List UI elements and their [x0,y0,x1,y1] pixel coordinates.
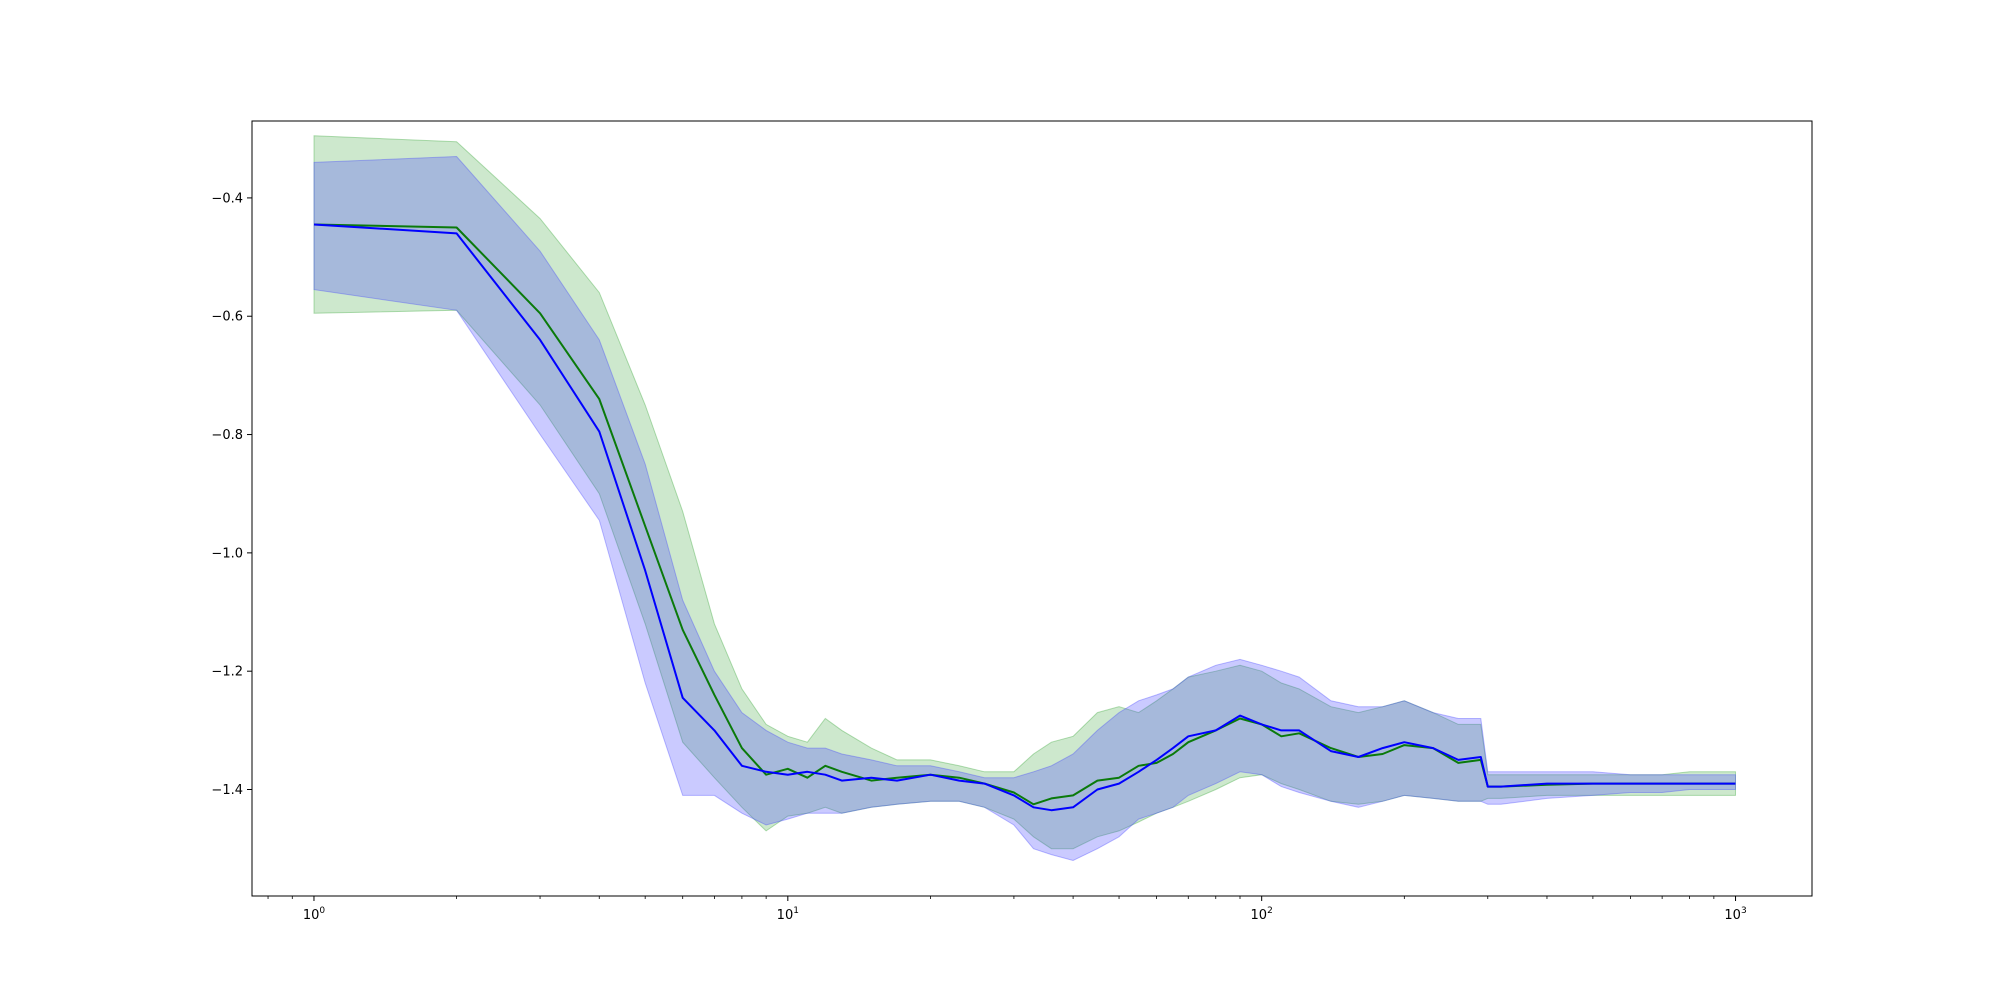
y-tick-label: −0.4 [211,191,243,206]
x-tick-exponent: 1 [793,906,799,916]
y-tick-label: −1.0 [211,546,243,561]
x-tick-exponent: 3 [1741,906,1747,916]
series-2-line [313,223,1736,812]
y-tick-label: −0.8 [211,428,243,443]
plot-frame [251,120,1813,897]
series-lines [313,223,1736,812]
series-2-band [313,155,1736,862]
y-tick-label: −1.2 [211,665,243,680]
y-tick-label: −0.6 [211,310,243,325]
y-axis: −0.4 −0.6 −0.8 −1.0 −1.2 −1.4 [211,191,252,798]
confidence-bands [313,135,1736,862]
x-tick-exponent: 0 [319,906,325,916]
x-tick-exponent: 2 [1267,906,1273,916]
series-1-band [313,135,1736,850]
y-tick-label: −1.4 [211,783,243,798]
